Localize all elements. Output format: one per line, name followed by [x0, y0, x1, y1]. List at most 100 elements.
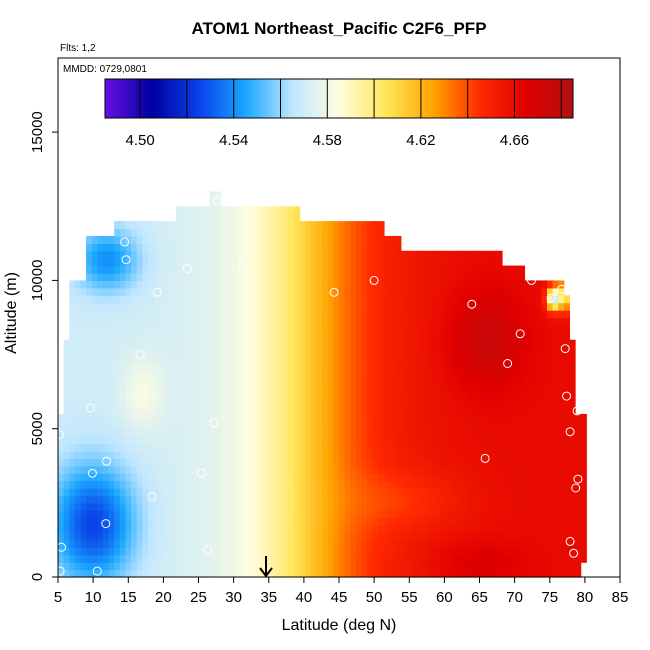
heatmap-cell — [282, 450, 290, 459]
heatmap-cell — [114, 473, 121, 482]
heatmap-cell — [389, 265, 396, 274]
heatmap-cell — [153, 235, 160, 244]
heatmap-cell — [440, 413, 447, 422]
heatmap-cell — [440, 421, 447, 430]
heatmap-cell — [232, 235, 239, 244]
heatmap-cell — [485, 495, 492, 504]
heatmap-cell — [131, 361, 138, 370]
heatmap-cell — [220, 510, 228, 519]
heatmap-cell — [367, 465, 374, 474]
heatmap-cell — [142, 332, 149, 341]
heatmap-cell — [299, 295, 306, 304]
heatmap-cell — [170, 473, 177, 482]
heatmap-cell — [305, 332, 312, 341]
heatmap-cell — [254, 391, 261, 400]
heatmap-cell — [282, 317, 290, 326]
heatmap-cell — [288, 473, 295, 482]
heatmap-cell — [181, 510, 188, 519]
heatmap-cell — [209, 488, 216, 497]
heatmap-cell — [490, 332, 497, 341]
heatmap-cell — [355, 287, 363, 296]
heatmap-cell — [176, 235, 183, 244]
heatmap-cell — [468, 458, 475, 467]
heatmap-cell — [558, 473, 565, 482]
heatmap-cell — [473, 488, 481, 497]
heatmap-cell — [136, 517, 143, 526]
heatmap-cell — [147, 228, 155, 237]
heatmap-cell — [176, 228, 183, 237]
heatmap-cell — [496, 458, 503, 467]
heatmap-cell — [322, 243, 329, 252]
heatmap-cell — [294, 391, 301, 400]
heatmap-cell — [299, 562, 306, 571]
heatmap-cell — [170, 280, 177, 289]
heatmap-cell — [350, 221, 357, 230]
heatmap-cell — [58, 480, 65, 489]
heatmap-cell — [294, 569, 301, 578]
heatmap-cell — [367, 347, 374, 356]
heatmap-cell — [473, 495, 481, 504]
heatmap-cell — [558, 554, 565, 563]
heatmap-cell — [288, 221, 295, 230]
heatmap-cell — [271, 265, 278, 274]
heatmap-cell — [97, 450, 104, 459]
heatmap-cell — [344, 495, 351, 504]
heatmap-cell — [417, 547, 424, 556]
heatmap-cell — [350, 495, 357, 504]
heatmap-cell — [361, 554, 368, 563]
heatmap-cell — [125, 510, 132, 519]
heatmap-cell — [507, 495, 514, 504]
heatmap-cell — [473, 436, 481, 445]
heatmap-cell — [485, 406, 492, 415]
heatmap-cell — [243, 428, 250, 437]
heatmap-cell — [496, 562, 503, 571]
heatmap-cell — [102, 421, 110, 430]
heatmap-cell — [333, 428, 340, 437]
heatmap-cell — [580, 465, 587, 474]
heatmap-cell — [237, 324, 245, 333]
heatmap-cell — [339, 473, 346, 482]
heatmap-cell — [226, 502, 233, 511]
heatmap-cell — [74, 510, 82, 519]
heatmap-cell — [187, 473, 194, 482]
heatmap-cell — [159, 532, 166, 541]
heatmap-cell — [383, 502, 391, 511]
heatmap-cell — [558, 413, 565, 422]
heatmap-cell — [170, 250, 177, 259]
heatmap-cell — [468, 258, 475, 267]
heatmap-cell — [395, 569, 402, 578]
heatmap-cell — [462, 480, 469, 489]
heatmap-cell — [445, 488, 452, 497]
heatmap-cell — [215, 458, 222, 467]
heatmap-cell — [490, 391, 497, 400]
heatmap-cell — [350, 376, 357, 385]
colorbar-segment — [522, 79, 527, 118]
heatmap-cell — [316, 273, 323, 282]
heatmap-cell — [91, 406, 98, 415]
colorbar-segment — [487, 79, 492, 118]
heatmap-cell — [518, 473, 526, 482]
heatmap-cell — [102, 369, 110, 378]
heatmap-cell — [378, 235, 385, 244]
heatmap-cell — [451, 302, 458, 311]
heatmap-cell — [80, 361, 87, 370]
heatmap-cell — [372, 317, 379, 326]
heatmap-cell — [108, 436, 115, 445]
heatmap-cell — [344, 554, 351, 563]
heatmap-cell — [322, 413, 329, 422]
heatmap-cell — [575, 450, 582, 459]
heatmap-cell — [513, 376, 520, 385]
heatmap-cell — [496, 547, 503, 556]
heatmap-cell — [176, 421, 183, 430]
colorbar-segment — [335, 79, 340, 118]
heatmap-cell — [91, 265, 98, 274]
heatmap-cell — [535, 517, 542, 526]
heatmap-cell — [535, 547, 542, 556]
heatmap-cell — [524, 369, 531, 378]
heatmap-cell — [389, 413, 396, 422]
heatmap-cell — [383, 295, 391, 304]
heatmap-cell — [423, 399, 430, 408]
heatmap-cell — [187, 369, 194, 378]
heatmap-cell — [119, 547, 127, 556]
heatmap-cell — [192, 273, 200, 282]
